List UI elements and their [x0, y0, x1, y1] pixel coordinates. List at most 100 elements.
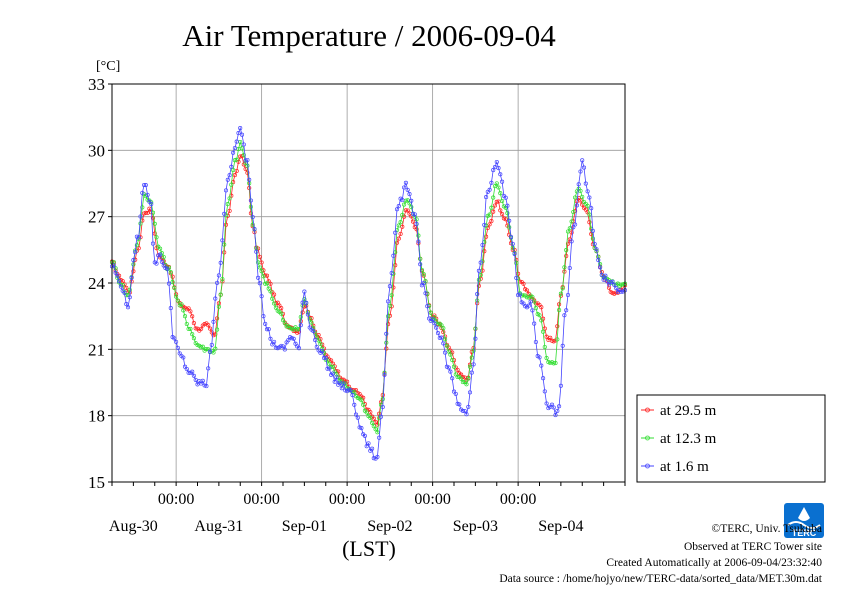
data-point — [423, 291, 428, 296]
data-point — [498, 191, 503, 196]
data-point — [521, 293, 526, 298]
logo-text: TERC — [792, 528, 817, 538]
data-point — [530, 308, 535, 313]
data-point — [619, 289, 624, 295]
data-point — [446, 349, 451, 354]
data-point — [245, 157, 250, 163]
data-point — [227, 173, 232, 178]
data-point — [405, 187, 410, 192]
data-point — [122, 290, 127, 295]
data-point — [264, 281, 270, 286]
data-point — [182, 314, 188, 319]
data-point — [257, 281, 262, 286]
data-point — [279, 343, 284, 348]
data-point — [227, 208, 232, 213]
data-point — [541, 329, 546, 334]
data-point — [184, 366, 189, 372]
legend-label: at 1.6 m — [660, 459, 709, 475]
data-point — [143, 210, 148, 215]
data-point — [371, 424, 376, 429]
data-point — [396, 223, 401, 228]
data-point — [467, 390, 473, 395]
data-point — [558, 291, 563, 296]
data-point — [222, 242, 227, 247]
data-point — [263, 321, 268, 326]
data-point — [211, 319, 216, 324]
data-point — [252, 226, 257, 232]
series-2 — [109, 126, 628, 461]
data-point — [302, 297, 307, 302]
data-point — [542, 344, 547, 350]
data-point — [489, 205, 494, 210]
data-point — [159, 259, 164, 264]
data-point — [421, 272, 426, 277]
data-point — [213, 346, 218, 351]
data-point — [580, 194, 585, 199]
x-date-label: Sep-01 — [282, 518, 327, 535]
data-point — [170, 274, 175, 279]
data-point — [459, 376, 464, 381]
data-point — [400, 198, 405, 203]
data-point — [231, 167, 236, 173]
data-point — [163, 265, 168, 271]
data-point — [190, 332, 195, 337]
data-point — [280, 318, 286, 323]
data-point — [573, 222, 578, 227]
data-point — [578, 169, 583, 174]
data-point — [320, 346, 325, 351]
data-point — [409, 198, 414, 203]
data-point — [296, 346, 302, 351]
y-tick-label: 30 — [88, 141, 105, 160]
data-point — [583, 207, 588, 212]
series-line — [111, 140, 626, 434]
data-point — [213, 296, 218, 301]
data-point — [394, 207, 400, 212]
observed-text: Observed at TERC Tower site — [684, 541, 822, 553]
data-point — [268, 289, 273, 294]
data-point — [239, 146, 245, 151]
data-point — [220, 277, 225, 282]
data-point — [512, 251, 517, 256]
data-point — [558, 383, 563, 388]
data-point — [460, 380, 465, 385]
data-point — [555, 408, 560, 413]
data-point — [400, 212, 405, 218]
data-point — [530, 294, 535, 300]
data-point — [487, 222, 492, 227]
data-point — [425, 304, 430, 309]
data-point — [352, 390, 357, 395]
data-point — [222, 211, 227, 216]
data-point — [475, 292, 480, 297]
data-point — [500, 198, 505, 204]
data-point — [394, 240, 400, 245]
data-point — [460, 408, 465, 413]
plot-frame — [111, 83, 626, 483]
data-point — [412, 212, 417, 217]
data-point — [181, 308, 186, 313]
data-point — [152, 231, 157, 236]
legend-marker — [645, 407, 650, 413]
data-point — [409, 205, 414, 210]
data-point — [270, 296, 275, 301]
data-point — [161, 254, 166, 260]
data-point — [181, 355, 186, 360]
data-point — [421, 281, 426, 286]
data-point — [592, 241, 597, 247]
data-point — [256, 275, 261, 280]
data-point — [590, 236, 595, 241]
data-point — [304, 300, 309, 305]
data-point — [478, 260, 483, 265]
x-time-label: 00:00 — [158, 491, 194, 508]
data-point — [544, 401, 549, 406]
data-point — [389, 270, 394, 276]
data-point — [484, 195, 489, 200]
data-point — [257, 254, 262, 259]
data-point — [492, 184, 498, 189]
data-point — [601, 277, 606, 282]
data-point — [494, 181, 499, 186]
data-point — [172, 336, 177, 341]
data-point — [204, 384, 209, 389]
data-point — [339, 386, 344, 391]
data-point — [184, 321, 189, 327]
